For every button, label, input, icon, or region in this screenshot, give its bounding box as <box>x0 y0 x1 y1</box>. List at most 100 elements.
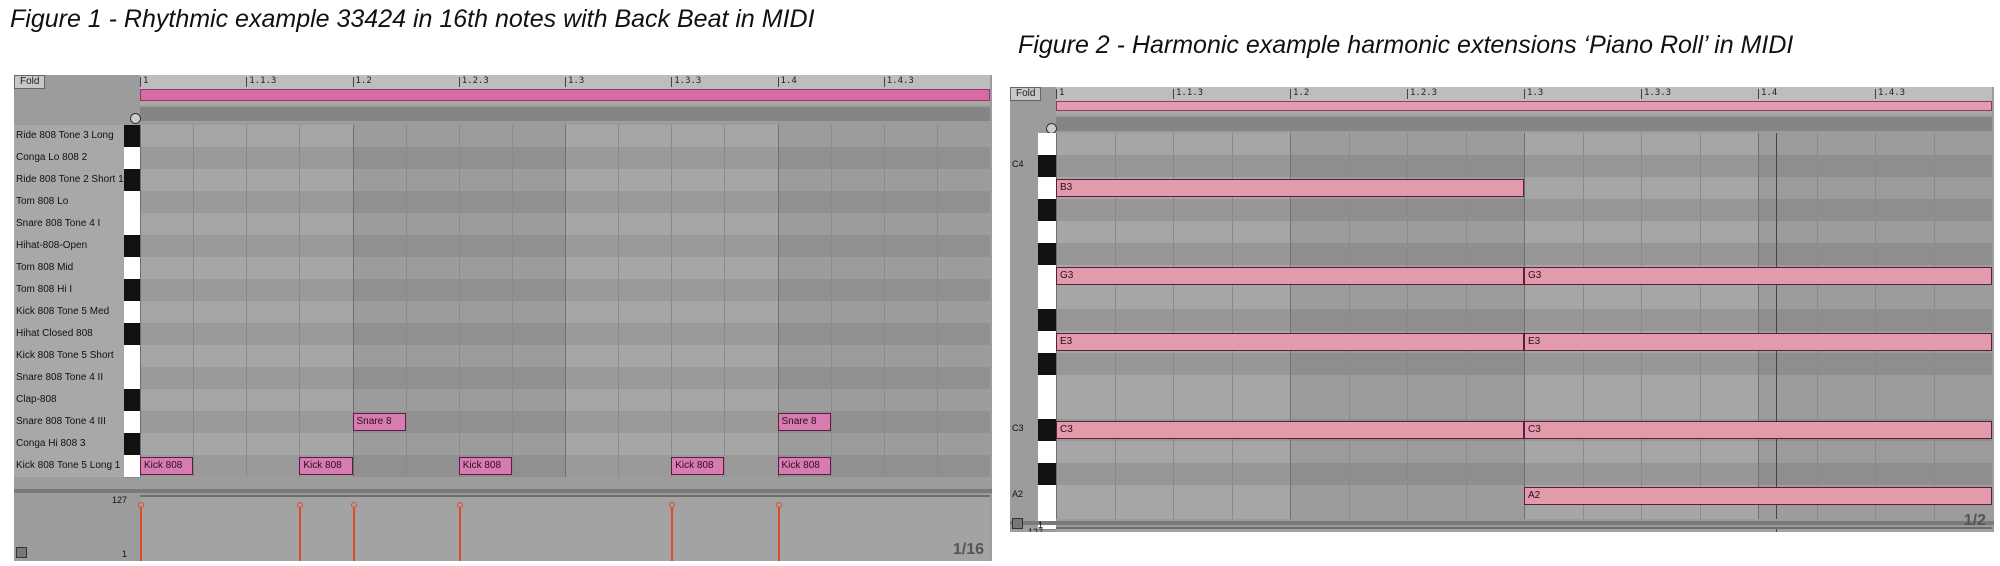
midi-note[interactable]: C3 <box>1524 421 1992 439</box>
piano-key-black[interactable] <box>1038 243 1056 266</box>
velocity-handle[interactable] <box>138 502 144 508</box>
midi-note[interactable]: C3 <box>1056 421 1524 439</box>
piano-key-white[interactable] <box>1038 221 1056 244</box>
track-name[interactable]: Snare 808 Tone 4 II <box>16 372 104 383</box>
add-icon[interactable] <box>130 113 141 124</box>
timeline-ruler[interactable]: 1 1.1.3 1.2 1.2.3 1.3 1.3.3 1.4 1.4.3 <box>140 75 990 90</box>
piano-key-white[interactable] <box>1038 133 1056 156</box>
velocity-stem[interactable] <box>299 505 302 561</box>
piano-key-black[interactable] <box>1038 199 1056 222</box>
piano-key-white[interactable] <box>1038 397 1056 420</box>
piano-key-black[interactable] <box>124 279 140 302</box>
piano-key-black[interactable] <box>124 389 140 412</box>
track-name[interactable]: Snare 808 Tone 4 I <box>16 218 101 229</box>
velocity-max-label: 127 <box>112 495 128 505</box>
fold-button[interactable]: Fold <box>14 75 46 89</box>
piano-key-white[interactable] <box>124 367 140 390</box>
track-name[interactable]: Snare 808 Tone 4 III <box>16 416 106 427</box>
track-name[interactable]: Ride 808 Tone 2 Short 1 <box>16 174 124 185</box>
piano-key-white[interactable] <box>1038 331 1056 354</box>
midi-note[interactable]: Kick 808 <box>777 457 831 475</box>
piano-key-white[interactable] <box>124 213 140 236</box>
piano-key-black[interactable] <box>124 433 140 456</box>
track-name[interactable]: Ride 808 Tone 3 Long <box>16 130 114 141</box>
track-name[interactable]: Hihat-808-Open <box>16 240 88 251</box>
piano-key-black[interactable] <box>1038 155 1056 178</box>
figure1-caption: Figure 1 - Rhythmic example 33424 in 16t… <box>10 5 815 33</box>
ruler-tick-label: 1.2 <box>352 77 372 87</box>
ruler-tick-label: 1.1.3 <box>1173 89 1203 99</box>
piano-key-white[interactable] <box>1038 265 1056 288</box>
expand-icon[interactable] <box>1012 518 1023 529</box>
midi-note[interactable]: E3 <box>1056 333 1524 351</box>
piano-key-black[interactable] <box>124 169 140 192</box>
track-name[interactable]: Tom 808 Lo <box>16 196 69 207</box>
loop-brace[interactable] <box>140 89 990 101</box>
midi-note[interactable]: Kick 808 <box>671 457 725 475</box>
grid-line <box>1875 133 1876 519</box>
piano-key-white[interactable] <box>124 345 140 368</box>
velocity-stem[interactable] <box>140 505 142 561</box>
note-grid[interactable]: Snare 8 Snare 8 Kick 808 Kick 808 Kick 808 Ki… <box>140 125 990 477</box>
piano-key-white[interactable] <box>124 257 140 280</box>
piano-key-white[interactable] <box>124 455 140 478</box>
piano-key-white[interactable] <box>1038 485 1056 508</box>
piano-key-white[interactable] <box>1038 287 1056 310</box>
track-name[interactable]: Tom 808 Mid <box>16 262 74 273</box>
midi-note[interactable]: G3 <box>1056 267 1524 285</box>
piano-key-black[interactable] <box>1038 419 1056 442</box>
velocity-stem[interactable] <box>671 505 674 561</box>
velocity-stem[interactable] <box>777 505 780 561</box>
track-name[interactable]: Kick 808 Tone 5 Long 1 <box>16 460 121 471</box>
piano-key-white[interactable] <box>1038 177 1056 200</box>
midi-note[interactable]: G3 <box>1524 267 1992 285</box>
midi-note[interactable]: B3 <box>1056 179 1524 197</box>
velocity-stem[interactable] <box>352 505 355 561</box>
piano-key-white[interactable] <box>124 191 140 214</box>
timeline-ruler[interactable]: 1 1.1.3 1.2 1.2.3 1.3 1.3.3 1.4 1.4.3 <box>1056 87 1992 102</box>
midi-note[interactable]: Kick 808 <box>140 457 194 475</box>
velocity-lane[interactable] <box>138 495 990 561</box>
piano-key-black[interactable] <box>124 125 140 148</box>
grid-line <box>1114 133 1116 519</box>
fold-button[interactable]: Fold <box>1010 87 1042 101</box>
track-name[interactable]: Tom 808 Hi I <box>16 284 73 295</box>
velocity-handle[interactable] <box>350 502 357 508</box>
piano-key-white[interactable] <box>124 301 140 324</box>
grid-line <box>565 125 566 477</box>
track-name[interactable]: Hihat Closed 808 <box>16 328 93 339</box>
velocity-handle[interactable] <box>297 502 304 508</box>
midi-note[interactable]: Kick 808 <box>299 457 353 475</box>
track-names-column: Ride 808 Tone 3 Long Conga Lo 808 2 Ride 8… <box>14 125 124 477</box>
track-name[interactable]: Kick 808 Tone 5 Short <box>16 350 114 361</box>
piano-key-white[interactable] <box>124 411 140 434</box>
velocity-handle[interactable] <box>669 502 676 508</box>
grid-line <box>1524 133 1525 519</box>
piano-key-black[interactable] <box>1038 309 1056 332</box>
grid-line <box>671 125 673 477</box>
track-name[interactable]: Conga Lo 808 2 <box>16 152 88 163</box>
piano-key-black[interactable] <box>124 235 140 258</box>
loop-brace[interactable] <box>1056 101 1992 111</box>
piano-key-white[interactable] <box>1038 441 1056 464</box>
midi-note[interactable]: Snare 8 <box>777 413 831 431</box>
piano-key-black[interactable] <box>124 323 140 346</box>
track-name[interactable]: Kick 808 Tone 5 Med <box>16 306 110 317</box>
note-grid[interactable]: B3 G3 G3 E3 E3 C3 C3 A2 <box>1056 133 1992 519</box>
piano-key-white[interactable] <box>124 147 140 170</box>
piano-key-white[interactable] <box>1038 375 1056 398</box>
track-name[interactable]: Conga Hi 808 3 <box>16 438 86 449</box>
expand-icon[interactable] <box>16 547 27 558</box>
piano-key-black[interactable] <box>1038 463 1056 486</box>
track-name[interactable]: Clap-808 <box>16 394 57 405</box>
piano-key-black[interactable] <box>1038 353 1056 376</box>
midi-note[interactable]: Kick 808 <box>458 457 512 475</box>
ruler-tick-label: 1.4.3 <box>883 77 914 87</box>
velocity-handle[interactable] <box>775 502 782 508</box>
velocity-stem[interactable] <box>458 505 461 561</box>
velocity-lane[interactable] <box>1056 527 1992 532</box>
velocity-handle[interactable] <box>456 502 463 508</box>
midi-note[interactable]: A2 <box>1524 487 1992 505</box>
midi-note[interactable]: Snare 8 <box>352 413 406 431</box>
midi-note[interactable]: E3 <box>1524 333 1992 351</box>
